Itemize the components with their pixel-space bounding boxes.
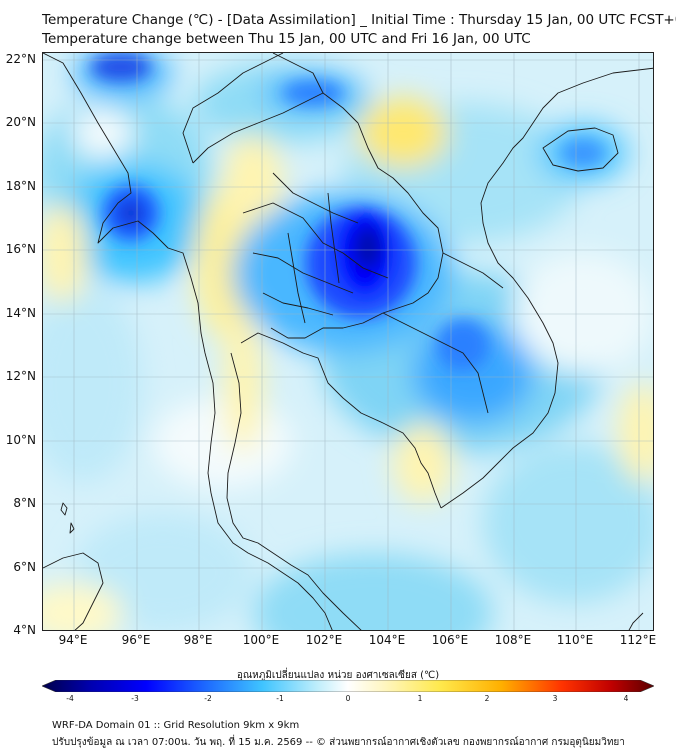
map-canvas [43, 53, 653, 630]
lat-label: 10°N [5, 433, 36, 447]
footer-update-info: ปรับปรุงข้อมูล ณ เวลา 07:00น. วัน พฤ. ที… [52, 737, 625, 748]
colorbar-tick: -1 [276, 694, 284, 703]
lat-label: 16°N [5, 242, 36, 256]
lat-label: 14°N [5, 306, 36, 320]
graticule [43, 53, 653, 630]
map-title: Temperature Change (℃) - [Data Assimilat… [42, 12, 676, 28]
lon-label: 112°E [619, 633, 657, 647]
lat-label: 4°N [13, 623, 36, 637]
footer-model-info: WRF-DA Domain 01 :: Grid Resolution 9km … [52, 720, 300, 731]
lon-label: 102°E [305, 633, 343, 647]
colorbar-tick: -2 [204, 694, 212, 703]
temperature-minimum-cores [91, 53, 605, 371]
lon-label: 110°E [556, 633, 594, 647]
colorbar-tick: 2 [484, 694, 490, 703]
lon-label: 106°E [431, 633, 469, 647]
lon-label: 100°E [242, 633, 280, 647]
colorbar-tick: 1 [417, 694, 423, 703]
lat-label: 6°N [13, 560, 36, 574]
lat-label: 18°N [5, 179, 36, 193]
lon-label: 108°E [494, 633, 532, 647]
lat-label: 8°N [13, 496, 36, 510]
lon-label: 94°E [58, 633, 88, 647]
temperature-change-map [42, 52, 654, 631]
lat-label: 22°N [5, 52, 36, 66]
colorbar-tick: 0 [345, 694, 351, 703]
lat-label: 12°N [5, 369, 36, 383]
colorbar-tick: -3 [131, 694, 139, 703]
colorbar [42, 680, 654, 692]
lon-label: 104°E [368, 633, 406, 647]
colorbar-tick: 4 [623, 694, 629, 703]
colorbar-tick: -4 [66, 694, 74, 703]
coastlines-and-borders [43, 53, 653, 630]
lon-label: 96°E [121, 633, 151, 647]
lon-label: 98°E [183, 633, 213, 647]
colorbar-title: อุณหภูมิเปลี่ยนแปลง หน่วย องศาเซลเซียส (… [236, 670, 440, 681]
map-subtitle: Temperature change between Thu 15 Jan, 0… [42, 31, 531, 47]
colorbar-tick: 3 [552, 694, 558, 703]
lat-label: 20°N [5, 115, 36, 129]
